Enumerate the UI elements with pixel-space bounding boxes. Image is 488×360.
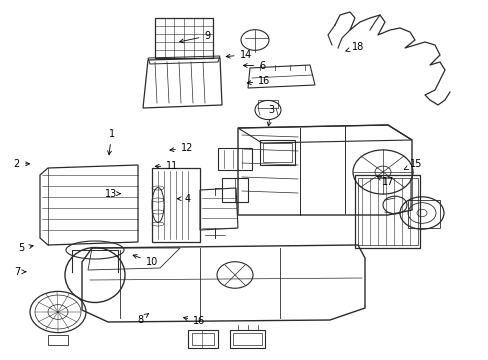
Text: 10: 10 xyxy=(133,255,158,267)
Text: 17: 17 xyxy=(376,177,394,187)
Text: 18: 18 xyxy=(345,42,364,52)
Text: 16: 16 xyxy=(183,316,205,326)
Text: 15: 15 xyxy=(404,159,421,170)
Text: 6: 6 xyxy=(243,60,265,71)
Text: 7: 7 xyxy=(14,267,26,277)
Text: 13: 13 xyxy=(105,189,120,199)
Text: 3: 3 xyxy=(266,105,274,126)
Text: 12: 12 xyxy=(170,143,193,153)
Text: 8: 8 xyxy=(137,314,148,325)
Text: 4: 4 xyxy=(177,194,191,204)
Text: 1: 1 xyxy=(107,129,115,155)
Text: 5: 5 xyxy=(19,243,33,253)
Text: 11: 11 xyxy=(155,161,178,171)
Text: 2: 2 xyxy=(14,159,29,169)
Text: 16: 16 xyxy=(247,76,270,86)
Text: 14: 14 xyxy=(226,50,251,60)
Text: 9: 9 xyxy=(179,31,210,43)
